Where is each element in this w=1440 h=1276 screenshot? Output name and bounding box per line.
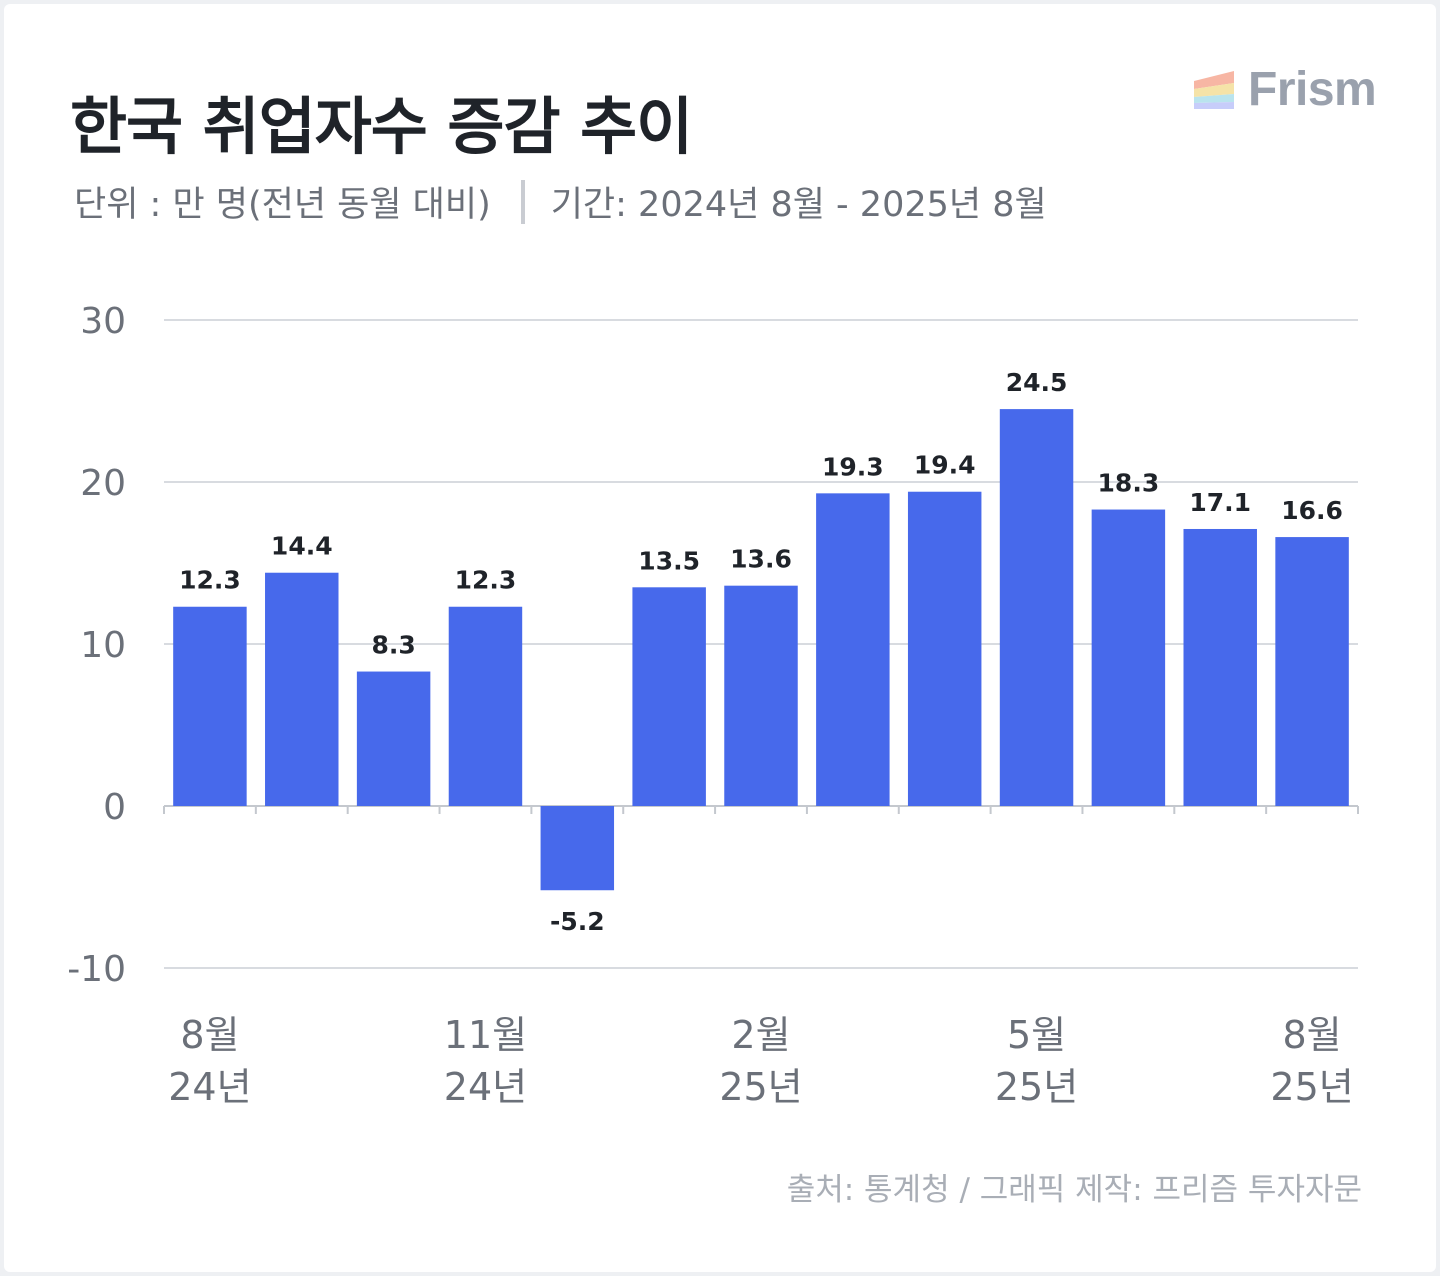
bar	[816, 493, 890, 806]
value-label: 12.3	[179, 566, 241, 595]
bar	[265, 572, 339, 806]
logo-text: Frism	[1248, 62, 1377, 116]
value-labels: 12.3 14.4 8.3 12.3 -5.2 13.5 13.6 19.3 19.4 24.5 1…	[179, 368, 1343, 936]
bar	[724, 585, 798, 806]
y-tick-label: 10	[80, 625, 126, 666]
bar	[540, 806, 615, 891]
y-tick-label: -10	[67, 949, 126, 990]
value-label: 19.4	[914, 451, 976, 480]
x-tick-month: 8월	[1283, 1013, 1342, 1057]
brand-logo: Frism	[1194, 63, 1377, 116]
bar	[1275, 537, 1349, 806]
value-label: 17.1	[1189, 488, 1251, 517]
bar	[356, 671, 431, 806]
x-tick-year: 24년	[168, 1065, 251, 1109]
source-note: 출처: 통계청 / 그래픽 제작: 프리즘 투자자문	[786, 1172, 1362, 1208]
x-tick-year: 25년	[719, 1065, 802, 1109]
page-title: 한국 취업자수 증감 추이	[70, 90, 693, 163]
prism-logo-icon	[1194, 71, 1234, 109]
value-label: 8.3	[371, 631, 415, 660]
subtitle-divider	[520, 179, 525, 224]
bars	[173, 409, 1349, 891]
x-tick-year: 24년	[444, 1065, 527, 1109]
value-label: 18.3	[1098, 469, 1160, 498]
bar	[999, 409, 1074, 806]
bar	[907, 491, 982, 806]
bar	[173, 606, 247, 806]
value-label: 13.5	[638, 546, 700, 575]
bar	[448, 606, 523, 806]
subtitle: 단위 : 만 명(전년 동월 대비) 기간: 2024년 8월 - 2025년 …	[74, 176, 1047, 227]
value-label: 16.6	[1281, 496, 1343, 525]
x-tick-month: 8월	[180, 1013, 239, 1057]
value-label: 12.3	[455, 566, 517, 595]
x-tick-month: 11월	[444, 1013, 527, 1057]
value-label: 14.4	[271, 532, 333, 561]
y-tick-label: 30	[80, 301, 126, 342]
x-tick-month: 2월	[731, 1013, 790, 1057]
x-tick-year: 25년	[995, 1065, 1078, 1109]
bar	[1091, 509, 1166, 806]
y-tick-label: 20	[80, 463, 126, 504]
value-label: 24.5	[1006, 368, 1068, 397]
x-tick-month: 5월	[1007, 1013, 1066, 1057]
bar	[1183, 528, 1257, 806]
bar	[632, 587, 706, 806]
value-label: 19.3	[822, 452, 884, 481]
period-label: 기간: 2024년 8월 - 2025년 8월	[550, 185, 1047, 225]
value-label: 13.6	[730, 545, 792, 574]
x-axis-ticks: 8월 24년 11월 24년 2월 25년 5월 25년 8월 25년	[168, 1013, 1353, 1109]
y-tick-label: 0	[103, 787, 126, 828]
unit-label: 단위 : 만 명(전년 동월 대비)	[74, 185, 491, 225]
value-label: -5.2	[550, 907, 605, 936]
y-axis-ticks: 30 20 10 0 -10	[67, 301, 126, 990]
x-tick-year: 25년	[1270, 1065, 1353, 1109]
